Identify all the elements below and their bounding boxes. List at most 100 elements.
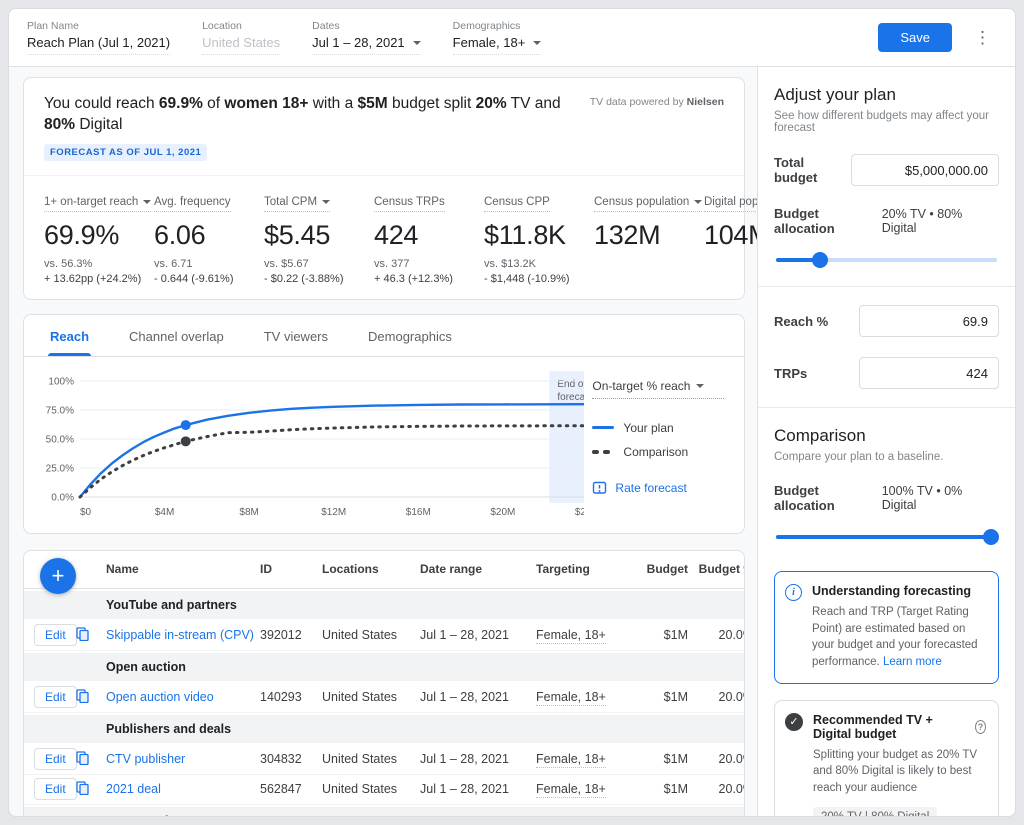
- metric: Census TRPs 424 vs. 377 + 46.3 (+12.3%): [374, 192, 458, 285]
- metric-label[interactable]: Total CPM: [264, 196, 331, 212]
- save-button[interactable]: Save: [878, 23, 952, 52]
- edit-button[interactable]: Edit: [34, 686, 77, 709]
- group-row: TV campaigns: [24, 806, 744, 816]
- plan-name-field[interactable]: Plan Name Reach Plan (Jul 1, 2021): [27, 20, 171, 55]
- line-item-date-range: Jul 1 – 28, 2021: [420, 690, 509, 705]
- tab-tv-viewers[interactable]: TV viewers: [263, 328, 329, 344]
- demographics-field[interactable]: Demographics Female, 18+: [452, 20, 542, 55]
- topbar-actions: Save ⋮: [878, 23, 997, 52]
- line-item-date-range: Jul 1 – 28, 2021: [420, 628, 509, 643]
- field-value: United States: [202, 35, 281, 50]
- chart-legend: On-target % reach Your plan Comparison R: [584, 371, 730, 523]
- line-item-budget: $1M: [663, 752, 688, 767]
- col-budget-pct: Budget %: [698, 562, 744, 577]
- understanding-forecasting-card: i Understanding forecasting Reach and TR…: [774, 571, 999, 684]
- line-item-targeting: Female, 18+: [536, 782, 606, 799]
- line-item-locations: United States: [322, 752, 398, 767]
- reach-input[interactable]: [859, 305, 999, 337]
- metric-vs: vs. 6.71: [154, 257, 193, 270]
- budget-allocation-label: Budget allocation: [774, 206, 835, 236]
- metric-value: 6.06: [154, 219, 206, 250]
- metric: Census CPP $11.8K vs. $13.2K - $1,448 (-10.…: [484, 192, 570, 285]
- legend-item-your-plan: Your plan: [592, 421, 730, 435]
- tab-channel-overlap[interactable]: Channel overlap: [129, 328, 224, 344]
- rate-forecast-button[interactable]: Rate forecast: [592, 481, 730, 496]
- line-item-id: 392012: [260, 628, 302, 643]
- metric: Total CPM $5.45 vs. $5.67 - $0.22 (-3.88%): [264, 192, 348, 285]
- dashed-line-swatch: [592, 450, 614, 454]
- total-budget-input[interactable]: [851, 154, 999, 186]
- line-item-date-range: Jul 1 – 28, 2021: [420, 752, 509, 767]
- group-row: Open auction: [24, 652, 744, 681]
- budget-allocation-slider[interactable]: [776, 252, 997, 268]
- copy-icon[interactable]: [76, 689, 89, 703]
- copy-icon[interactable]: [76, 781, 89, 795]
- svg-text:0.0%: 0.0%: [51, 492, 74, 503]
- slider-thumb[interactable]: [812, 252, 829, 268]
- edit-button[interactable]: Edit: [34, 624, 77, 647]
- learn-more-link[interactable]: Learn more: [882, 656, 942, 669]
- line-item-name[interactable]: 2021 deal: [106, 782, 161, 797]
- edit-button[interactable]: Edit: [34, 778, 77, 801]
- metric: Avg. frequency 6.06 vs. 6.71 - 0.644 (-9.61…: [154, 192, 238, 285]
- svg-text:75.0%: 75.0%: [46, 405, 74, 416]
- line-item-budget: $1M: [663, 782, 688, 797]
- svg-text:End offorecast: End offorecast: [557, 379, 584, 403]
- svg-text:$4M: $4M: [155, 507, 174, 518]
- metric-vs: vs. $13.2K: [484, 257, 536, 270]
- metric-delta: - $0.22 (-3.88%): [264, 272, 344, 285]
- metric-label: Digital population: [704, 196, 757, 212]
- metric-label: Census TRPs: [374, 196, 445, 212]
- forecast-date-badge: FORECAST AS OF JUL 1, 2021: [44, 143, 208, 161]
- metric-selector-dropdown[interactable]: On-target % reach: [592, 379, 730, 393]
- copy-icon[interactable]: [76, 751, 89, 765]
- edit-button[interactable]: Edit: [34, 748, 77, 771]
- divider: [592, 397, 725, 399]
- trps-input[interactable]: [859, 357, 999, 389]
- trps-label: TRPs: [774, 365, 808, 381]
- more-options-icon[interactable]: ⋮: [974, 28, 991, 47]
- svg-text:$12M: $12M: [321, 507, 346, 518]
- metric-vs: vs. 377: [374, 257, 410, 270]
- line-item-budget: $1M: [663, 690, 688, 705]
- add-line-item-button[interactable]: +: [40, 557, 76, 594]
- line-item-name[interactable]: Skippable in-stream (CPV): [106, 628, 254, 643]
- line-item-locations: United States: [322, 628, 398, 643]
- field-value: Female, 18+: [452, 35, 526, 50]
- tab-reach[interactable]: Reach: [48, 315, 92, 356]
- line-item-name[interactable]: Open auction video: [106, 690, 214, 705]
- sidebar-title: Adjust your plan: [774, 85, 896, 104]
- recommended-budget-card: ✓ Recommended TV + Digital budget ? Spli…: [774, 699, 999, 816]
- slider-thumb[interactable]: [983, 529, 999, 545]
- help-icon[interactable]: ?: [974, 719, 986, 734]
- group-row: Publishers and deals: [24, 714, 744, 743]
- adjust-plan-sidebar: Adjust your plan See how different budge…: [757, 67, 1015, 816]
- comparison-allocation-label: Budget allocation: [774, 483, 835, 513]
- line-item-budget: $1M: [663, 628, 688, 643]
- line-item-name[interactable]: CTV publisher: [106, 752, 186, 767]
- dates-field[interactable]: Dates Jul 1 – 28, 2021: [312, 20, 421, 55]
- solid-line-swatch: [592, 426, 615, 430]
- plan-settings-fields: Plan Name Reach Plan (Jul 1, 2021) Locatio…: [27, 20, 878, 55]
- metric-label[interactable]: Census population: [594, 196, 703, 212]
- metric-label: Census CPP: [484, 196, 550, 212]
- metrics-row: 1+ on-target reach 69.9% vs. 56.3% + 13.62p…: [44, 192, 757, 285]
- comparison-title: Comparison: [774, 426, 866, 445]
- nielsen-attribution: TV data powered by Nielsen: [589, 96, 724, 108]
- copy-icon[interactable]: [76, 627, 89, 641]
- table-row: Edit CTV publisher 304832 United States Jul …: [24, 744, 744, 775]
- legend-item-comparison: Comparison: [592, 445, 730, 459]
- recommended-card-title: Recommended TV + Digital budget: [813, 712, 933, 741]
- line-item-budget-pct: 20.0%: [718, 752, 744, 767]
- feedback-icon: [593, 481, 607, 494]
- metric-value: 424: [374, 219, 419, 250]
- tab-demographics[interactable]: Demographics: [368, 328, 452, 344]
- check-icon: ✓: [785, 712, 803, 731]
- field-label: Plan Name: [27, 20, 79, 32]
- location-field[interactable]: Location United States: [202, 20, 281, 55]
- chevron-down-icon: [694, 199, 703, 204]
- metric-label[interactable]: 1+ on-target reach: [44, 196, 152, 212]
- comparison-allocation-slider[interactable]: [776, 529, 999, 545]
- table-row: Edit 2021 deal 562847 United States Jul 1 – …: [24, 774, 744, 805]
- line-item-locations: United States: [322, 782, 398, 797]
